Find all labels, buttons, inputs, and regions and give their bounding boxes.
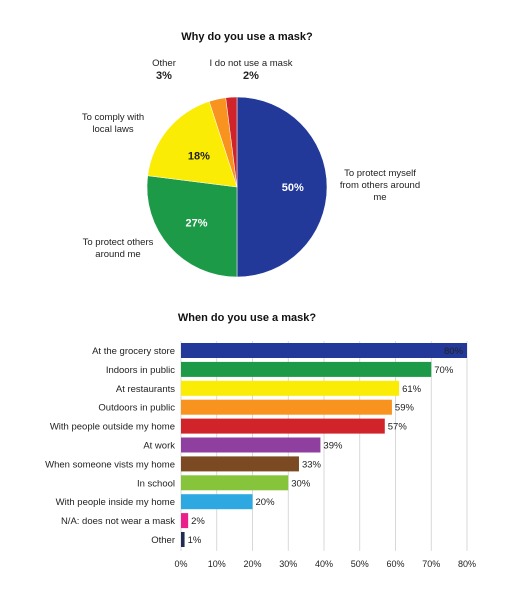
x-tick-label: 80% <box>458 559 476 569</box>
bar-value-label: 70% <box>434 365 454 376</box>
bar-chart-x-axis: 0% 10% 20% 30% 40% 50% 60% 70% 80% <box>174 559 476 569</box>
pie-slice-value: 50% <box>282 182 304 194</box>
bar-value-label: 39% <box>323 441 343 452</box>
bar-value-label: 80% <box>444 346 464 357</box>
category-label: N/A: does not wear a mask <box>61 516 175 527</box>
bar-value-label: 2% <box>191 516 205 527</box>
bar-value-label: 20% <box>256 497 276 508</box>
bar-chart-title: When do you use a mask? <box>178 312 316 324</box>
pie-slice <box>147 101 238 188</box>
pie-label-no-mask: I do not use a mask <box>210 58 293 69</box>
pie-slice-value: 18% <box>188 150 210 162</box>
bar <box>181 475 289 491</box>
category-label: With people outside my home <box>50 422 175 433</box>
category-label: With people inside my home <box>56 497 175 508</box>
bar <box>181 361 432 377</box>
bar-value-label: 59% <box>395 403 415 414</box>
category-label: At restaurants <box>116 384 175 395</box>
category-label: In school <box>137 478 175 489</box>
x-tick-label: 0% <box>174 559 187 569</box>
category-label: At the grocery store <box>92 346 175 357</box>
pie-slice <box>236 96 328 278</box>
bar-value-label: 57% <box>388 422 408 433</box>
x-tick-label: 40% <box>315 559 333 569</box>
bar <box>181 456 299 472</box>
category-label: Indoors in public <box>106 365 175 376</box>
bar-value-label: 1% <box>188 535 202 546</box>
bar <box>181 513 189 529</box>
x-tick-label: 30% <box>279 559 297 569</box>
category-label: At work <box>143 441 175 452</box>
bar <box>181 532 185 547</box>
pie-slice-value: 27% <box>185 218 207 230</box>
bar <box>181 494 253 510</box>
pie-label-other: Other <box>152 58 176 69</box>
x-tick-label: 60% <box>386 559 404 569</box>
category-label: Other <box>151 535 175 546</box>
pie-chart <box>146 96 328 278</box>
bar-chart: At the grocery store 80% Indoors in public… <box>45 343 467 547</box>
pie-chart-title: Why do you use a mask? <box>181 31 313 43</box>
pie-label-comply-laws: To comply with local laws <box>82 112 144 135</box>
bar-value-label: 33% <box>302 459 322 470</box>
pie-label-protect-others: To protect others around me <box>83 237 154 260</box>
pie-slice <box>225 96 238 188</box>
bar-value-label: 61% <box>402 384 422 395</box>
pie-label-protect-myself: To protect myself from others around me <box>340 168 420 203</box>
x-tick-label: 50% <box>351 559 369 569</box>
pie-value-other: 3% <box>156 70 172 82</box>
bar <box>181 418 385 434</box>
bar <box>181 380 400 396</box>
category-label: Outdoors in public <box>98 403 175 414</box>
x-tick-label: 10% <box>208 559 226 569</box>
pie-slice <box>146 175 238 278</box>
bar <box>181 343 467 358</box>
category-label: When someone vists my home <box>45 459 175 470</box>
x-tick-label: 20% <box>243 559 261 569</box>
pie-value-no-mask: 2% <box>243 70 259 82</box>
bar <box>181 399 392 415</box>
x-tick-label: 70% <box>422 559 440 569</box>
bar-value-label: 30% <box>291 478 311 489</box>
bar <box>181 437 321 453</box>
